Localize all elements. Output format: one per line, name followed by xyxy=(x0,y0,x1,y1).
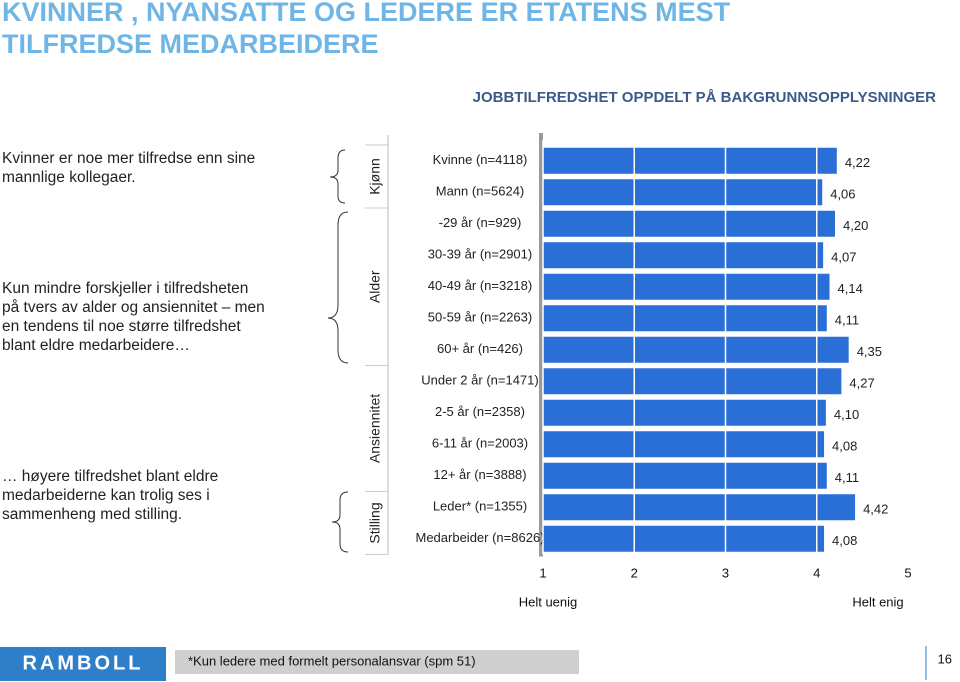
note-line: blant eldre medarbeidere… xyxy=(2,337,190,354)
value-label: 4,11 xyxy=(835,470,859,485)
bar xyxy=(543,147,837,174)
value-label: 4,22 xyxy=(845,155,870,170)
category-label: 6-11 år (n=2003) xyxy=(432,436,528,451)
category-label: 2-5 år (n=2358) xyxy=(435,404,525,419)
note-line: sammenheng med stilling. xyxy=(2,506,182,523)
logo-box xyxy=(0,647,166,681)
x-tick-label: 1 xyxy=(539,565,546,580)
group-label: Kjønn xyxy=(367,158,383,195)
bar xyxy=(543,242,824,269)
bar xyxy=(543,431,825,458)
x-right-label: Helt enig xyxy=(852,594,903,609)
value-label: 4,06 xyxy=(830,187,855,202)
x-tick-label: 2 xyxy=(631,565,638,580)
bar xyxy=(543,273,830,300)
category-label: -29 år (n=929) xyxy=(439,215,522,230)
value-label: 4,27 xyxy=(849,376,874,391)
bar xyxy=(543,179,823,206)
group-label: Alder xyxy=(367,270,383,303)
brace xyxy=(331,491,349,553)
note-line: medarbeiderne kan trolig ses i xyxy=(2,487,210,504)
note-line: Kun mindre forskjeller i tilfredsheten xyxy=(2,280,248,297)
bar xyxy=(543,305,827,332)
footnote-box xyxy=(175,650,579,674)
bar xyxy=(543,210,835,237)
bar xyxy=(543,399,826,426)
logo: RAMBOLL xyxy=(23,652,144,674)
bar xyxy=(543,462,827,489)
value-label: 4,42 xyxy=(863,502,888,517)
subtitle: JOBBTILFREDSHET OPPDELT PÅ BAKGRUNNSOPPL… xyxy=(473,89,937,106)
brace xyxy=(329,149,346,204)
category-label: Medarbeider (n=8626) xyxy=(416,530,545,545)
bar xyxy=(543,494,856,521)
value-label: 4,11 xyxy=(835,313,859,328)
bar xyxy=(543,336,849,363)
value-label: 4,10 xyxy=(834,407,859,422)
plot: Kvinne (n=4118) 4,22 Mann (n=5624) 4,06 Kjøn… xyxy=(365,133,912,609)
page-number: 16 xyxy=(938,651,952,666)
x-tick-label: 3 xyxy=(722,565,729,580)
brace xyxy=(327,211,349,364)
value-label: 4,14 xyxy=(838,281,863,296)
category-label: Mann (n=5624) xyxy=(436,184,525,199)
bar xyxy=(543,525,825,552)
category-label: 40-49 år (n=3218) xyxy=(428,278,532,293)
note-line: … høyere tilfredshet blant eldre xyxy=(2,468,218,485)
category-label: Kvinne (n=4118) xyxy=(433,152,528,167)
title-line: TILFREDSE MEDARBEIDERE xyxy=(2,29,379,59)
note-line: mannlige kollegaer. xyxy=(2,169,136,186)
group-label: Ansiennitet xyxy=(367,394,383,463)
note-line: på tvers av alder og ansiennitet – men xyxy=(2,299,265,316)
title-line: KVINNER , NYANSATTE OG LEDERE ER ETATENS… xyxy=(2,0,731,27)
value-label: 4,20 xyxy=(843,218,868,233)
note-line: Kvinner er noe mer tilfredse enn sine xyxy=(2,150,255,167)
category-label: 30-39 år (n=2901) xyxy=(428,247,532,262)
x-left-label: Helt uenig xyxy=(519,594,578,609)
note-line: en tendens til noe større tilfredshet xyxy=(2,318,241,335)
axis-bar xyxy=(539,133,543,557)
value-label: 4,35 xyxy=(857,344,882,359)
value-label: 4,08 xyxy=(832,439,857,454)
x-tick-label: 4 xyxy=(813,565,820,580)
category-label: Leder* (n=1355) xyxy=(433,499,527,514)
category-label: Under 2 år (n=1471) xyxy=(421,373,538,388)
category-label: 60+ år (n=426) xyxy=(437,341,523,356)
bar xyxy=(543,368,842,395)
footnote: *Kun ledere med formelt personalansvar (… xyxy=(188,653,476,668)
category-label: 50-59 år (n=2263) xyxy=(428,310,532,325)
category-label: 12+ år (n=3888) xyxy=(433,467,526,482)
value-label: 4,08 xyxy=(832,533,857,548)
value-label: 4,07 xyxy=(831,250,856,265)
x-tick-label: 5 xyxy=(904,565,911,580)
group-label: Stilling xyxy=(367,502,383,543)
